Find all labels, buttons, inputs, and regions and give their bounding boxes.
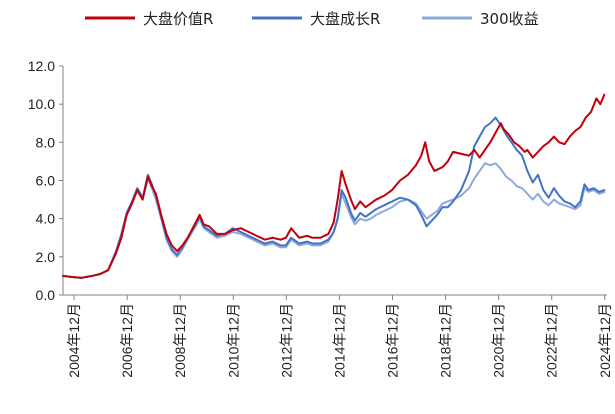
- x-tick-label: 2008年12月: [172, 303, 188, 378]
- x-tick-label: 2010年12月: [225, 303, 241, 378]
- x-tick-label: 2020年12月: [491, 303, 507, 378]
- legend-item-2: 300收益: [422, 10, 539, 28]
- series-line-1: [62, 116, 606, 279]
- y-tick-label: 10.0: [28, 96, 55, 112]
- x-tick-label: 2018年12月: [438, 303, 454, 378]
- series-line-0: [62, 93, 606, 279]
- x-tick-label: 2016年12月: [385, 303, 401, 378]
- y-tick-label: 0.0: [36, 287, 56, 303]
- legend-item-0: 大盘价值R: [85, 10, 213, 28]
- x-tick-label: 2022年12月: [544, 303, 560, 378]
- y-tick-label: 12.0: [28, 58, 55, 74]
- legend-item-1: 大盘成长R: [252, 10, 380, 28]
- x-tick-label: 2012年12月: [278, 303, 294, 378]
- y-axis: 0.0 2.0 4.0 6.0 8.0 10.0 12.0: [28, 58, 64, 303]
- y-tick-label: 8.0: [36, 134, 56, 150]
- legend-label: 300收益: [480, 10, 539, 28]
- y-tick-label: 6.0: [36, 173, 56, 189]
- x-tick-label: 2014年12月: [331, 303, 347, 378]
- legend: 大盘价值R 大盘成长R 300收益: [85, 10, 539, 28]
- legend-label: 大盘价值R: [143, 10, 213, 28]
- x-axis: 2004年12月 2006年12月 2008年12月 2010年12月 2012年12月…: [63, 294, 613, 378]
- legend-label: 大盘成长R: [310, 10, 380, 28]
- x-tick-label: 2004年12月: [66, 303, 82, 378]
- series-layer: [62, 93, 606, 279]
- y-tick-label: 4.0: [36, 211, 56, 227]
- y-tick-label: 2.0: [36, 249, 56, 265]
- x-tick-label: 2024年12月: [597, 303, 613, 378]
- x-tick-label: 2006年12月: [119, 303, 135, 378]
